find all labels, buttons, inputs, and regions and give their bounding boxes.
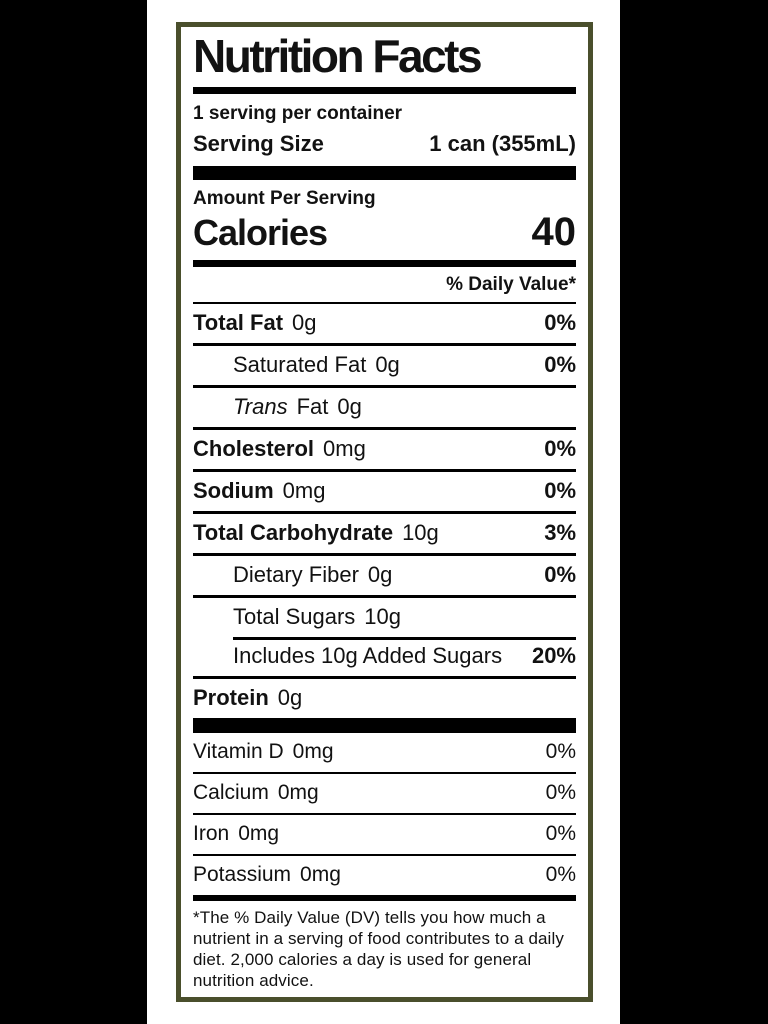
nutrient-daily-value: 0% xyxy=(545,780,576,804)
nutrient-daily-value: 0% xyxy=(544,352,576,378)
nutrient-amount: 0g xyxy=(375,352,400,378)
amount-per-serving: Amount Per Serving xyxy=(193,188,376,210)
calories-row: Calories 40 xyxy=(193,210,576,255)
nutrient-row: Cholesterol 0mg 0% xyxy=(193,427,576,469)
calories-value: 40 xyxy=(531,210,577,255)
nutrient-daily-value: 0% xyxy=(545,739,576,763)
nutrient-row: Trans Fat 0g xyxy=(193,385,576,427)
nutrient-row: Potassium 0mg 0% xyxy=(193,853,576,895)
nutrient-daily-value: 20% xyxy=(531,643,576,669)
nutrient-name: Potassium 0mg xyxy=(193,862,341,886)
nutrient-row: Iron 0mg 0% xyxy=(193,812,576,854)
nutrient-name: Iron 0mg xyxy=(193,821,280,845)
servings-per-container: 1 serving per container xyxy=(193,102,403,124)
serving-size-value: 1 can (355mL) xyxy=(429,130,576,156)
nutrient-name: Dietary Fiber 0g xyxy=(233,562,393,588)
nutrient-row: Total Carbohydrate 10g 3% xyxy=(193,511,576,553)
calories-label: Calories xyxy=(193,212,328,254)
nutrient-amount: 0g xyxy=(337,394,362,420)
nutrient-amount: 0mg xyxy=(282,478,326,504)
nutrient-amount: 0mg xyxy=(277,780,319,804)
daily-value-header: % Daily Value* xyxy=(193,267,576,305)
nutrient-row: Includes 10g Added Sugars 20% xyxy=(193,637,576,676)
nutrient-row: Total Fat 0g 0% xyxy=(193,304,576,343)
nutrient-amount: 10g xyxy=(364,604,402,630)
serving-size-label: Serving Size xyxy=(193,130,324,156)
nutrient-amount: 0mg xyxy=(300,862,341,886)
nutrient-name: Saturated Fat 0g xyxy=(233,352,400,378)
nutrient-amount: 0g xyxy=(292,310,317,336)
label-title: Nutrition Facts xyxy=(193,30,483,82)
nutrient-name: Trans Fat 0g xyxy=(233,394,362,420)
footnote-divider-bar xyxy=(193,894,576,901)
nutrient-name: Cholesterol 0mg xyxy=(193,436,366,462)
nutrient-row: Saturated Fat 0g 0% xyxy=(193,343,576,385)
footnote-text: *The % Daily Value (DV) tells you how mu… xyxy=(193,908,564,990)
left-black-bar xyxy=(0,0,147,1024)
nutrient-name: Total Sugars 10g xyxy=(233,604,402,630)
section-divider-bar xyxy=(193,165,576,181)
serving-size-row: Serving Size 1 can (355mL) xyxy=(193,131,576,157)
nutrition-facts-label: Nutrition Facts 1 serving per container … xyxy=(176,22,593,1002)
nutrient-amount: 0mg xyxy=(323,436,366,462)
nutrient-row: Total Sugars 10g xyxy=(193,595,576,637)
vitamin-rows: Vitamin D 0mg 0% Calcium 0mg 0% Iron 0mg 0% Potas… xyxy=(193,733,576,895)
title-divider xyxy=(193,86,576,94)
nutrient-amount: 0g xyxy=(367,562,393,588)
nutrient-name: Total Fat 0g xyxy=(193,310,317,336)
nutrient-row: Protein 0g xyxy=(193,676,576,718)
nutrient-daily-value: 0% xyxy=(544,562,576,588)
nutrient-daily-value: 0% xyxy=(544,478,576,504)
nutrient-daily-value: 3% xyxy=(544,520,576,546)
calories-divider xyxy=(193,260,576,268)
nutrient-name: Vitamin D 0mg xyxy=(193,739,334,763)
nutrient-daily-value: 0% xyxy=(545,862,576,886)
nutrient-name: Total Carbohydrate 10g xyxy=(193,520,439,546)
nutrient-amount: 0mg xyxy=(238,821,280,845)
nutrient-amount: 0mg xyxy=(292,739,334,763)
nutrient-daily-value: 0% xyxy=(544,310,576,336)
nutrient-row: Vitamin D 0mg 0% xyxy=(193,733,576,772)
nutrient-name: Sodium 0mg xyxy=(193,478,326,504)
nutrient-daily-value: 0% xyxy=(545,821,576,845)
nutrient-name: Protein 0g xyxy=(193,685,303,711)
right-black-bar xyxy=(620,0,768,1024)
nutrient-amount: 0g xyxy=(277,685,303,711)
nutrient-name: Includes 10g Added Sugars xyxy=(233,643,503,669)
protein-divider-bar xyxy=(193,718,576,733)
nutrient-amount: 10g xyxy=(402,520,439,546)
nutrient-row: Dietary Fiber 0g 0% xyxy=(193,553,576,595)
nutrient-row: Sodium 0mg 0% xyxy=(193,469,576,511)
nutrient-row: Calcium 0mg 0% xyxy=(193,771,576,813)
nutrient-daily-value: 0% xyxy=(544,436,576,462)
nutrient-name: Calcium 0mg xyxy=(193,780,319,804)
nutrient-rows: Total Fat 0g 0% Saturated Fat 0g 0% Trans Fat 0g… xyxy=(193,304,576,718)
